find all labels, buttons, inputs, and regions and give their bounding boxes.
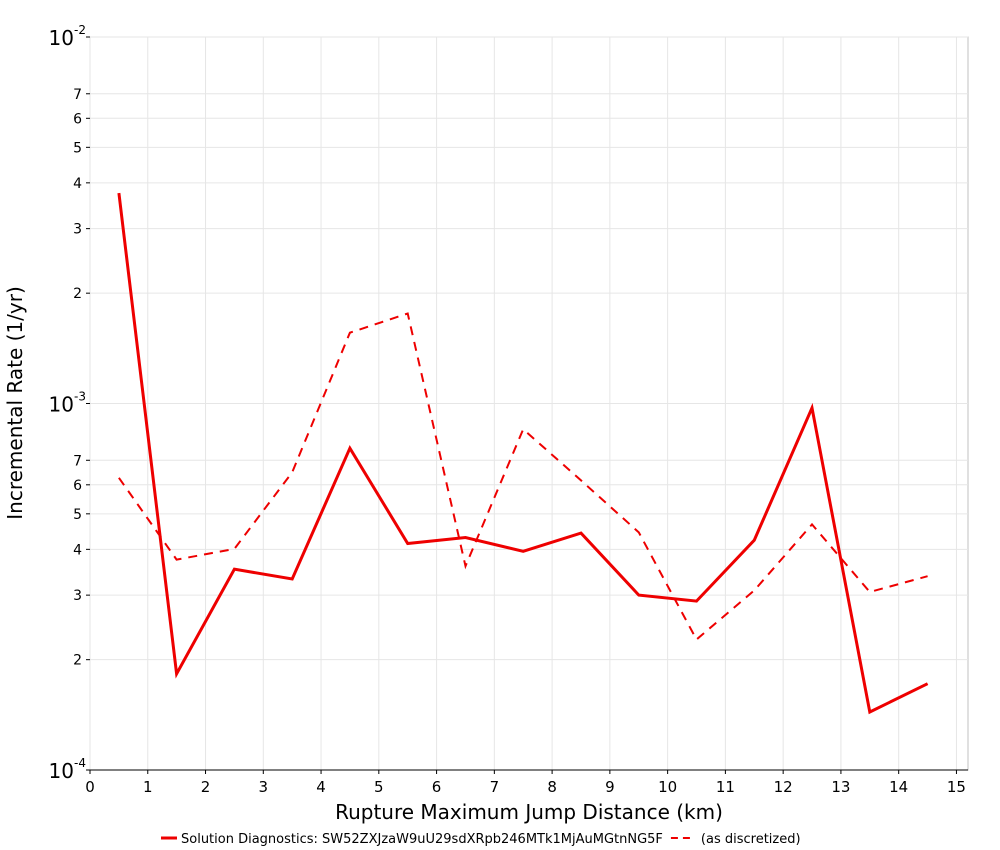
x-tick-label: 14 — [889, 778, 908, 796]
series-layer — [117, 192, 929, 715]
y-major-tick-exponent: -3 — [74, 390, 86, 404]
y-tick-label: 7 — [73, 453, 82, 469]
x-tick-label: 12 — [774, 778, 793, 796]
y-tick-label: 5 — [73, 507, 82, 523]
x-ticks: 0 1 2 3 4 5 6 7 8 9 10 11 12 13 14 15 — [85, 770, 966, 796]
y-major-tick-label: 10 -3 — [49, 390, 86, 417]
x-axis-title: Rupture Maximum Jump Distance (km) — [335, 800, 723, 824]
y-major-tick-base: 10 — [49, 759, 74, 783]
y-tick-label: 2 — [73, 286, 82, 302]
y-tick-label: 3 — [73, 222, 82, 238]
series-line-solution — [117, 192, 929, 715]
y-tick-label: 2 — [73, 653, 82, 669]
y-major-tick-exponent: -4 — [74, 756, 86, 770]
x-tick-label: 6 — [432, 778, 442, 796]
y-major-tick-base: 10 — [49, 393, 74, 417]
y-major-tick-label: 10 -2 — [49, 23, 86, 50]
legend-label: (as discretized) — [701, 832, 801, 847]
y-tick-label: 4 — [73, 542, 82, 558]
legend: Solution Diagnostics: SW52ZXJzaW9uU29sdX… — [161, 832, 801, 847]
y-axis-title: Incremental Rate (1/yr) — [3, 286, 27, 519]
y-major-tick-base: 10 — [49, 26, 74, 50]
y-tick-label: 3 — [73, 588, 82, 604]
x-tick-label: 10 — [658, 778, 677, 796]
y-tick-label: 6 — [73, 111, 82, 127]
series-line-discretized — [118, 312, 928, 642]
legend-label: Solution Diagnostics: SW52ZXJzaW9uU29sdX… — [181, 832, 663, 847]
y-tick-label: 7 — [73, 87, 82, 103]
y-tick-label: 5 — [73, 140, 82, 156]
x-tick-label: 11 — [716, 778, 735, 796]
grid — [89, 36, 968, 771]
x-tick-label: 1 — [143, 778, 153, 796]
x-tick-label: 0 — [85, 778, 95, 796]
x-tick-label: 13 — [831, 778, 850, 796]
x-tick-label: 9 — [605, 778, 615, 796]
y-major-tick-label: 10 -4 — [49, 756, 86, 783]
y-tick-label: 4 — [73, 176, 82, 192]
y-major-tick-exponent: -2 — [74, 23, 86, 37]
x-tick-label: 2 — [201, 778, 211, 796]
x-tick-label: 8 — [547, 778, 557, 796]
y-tick-label: 6 — [73, 478, 82, 494]
x-tick-label: 7 — [490, 778, 500, 796]
x-tick-label: 3 — [259, 778, 269, 796]
x-tick-label: 4 — [316, 778, 326, 796]
x-tick-label: 5 — [374, 778, 384, 796]
x-tick-label: 15 — [947, 778, 966, 796]
